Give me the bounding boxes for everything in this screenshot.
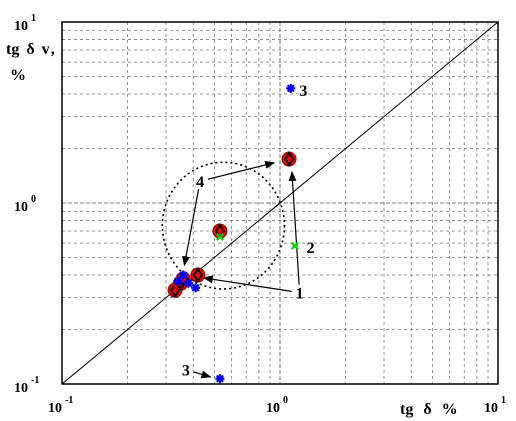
data-point-x	[215, 232, 224, 241]
data-point-diamond	[283, 151, 295, 167]
data-point-star	[183, 278, 193, 288]
annotation-label: 1	[296, 286, 304, 303]
y-axis-label-part: δ	[26, 41, 34, 58]
data-point-star	[178, 270, 188, 280]
data-points	[167, 83, 299, 384]
data-point-x	[290, 241, 299, 250]
x-axis-label: tg δ%	[400, 401, 458, 418]
annotation-arrow	[182, 188, 200, 267]
plot-area-frame	[61, 21, 499, 385]
x-tick-exponent: 0	[283, 395, 288, 406]
data-point-star	[286, 83, 296, 93]
x-tick-exponent: 1	[501, 395, 506, 406]
data-point-star	[215, 374, 225, 384]
annotation-arrow	[193, 370, 212, 379]
x-axis-label-part: %	[442, 401, 458, 418]
y-axis-label-line-1: tg δ v,	[6, 41, 55, 58]
annotation-arrow	[207, 161, 276, 180]
data-point-star	[173, 276, 183, 286]
x-tick-label: 10	[48, 401, 62, 416]
x-tick-label: 10	[266, 401, 280, 416]
y-tick-label: 10	[14, 200, 28, 215]
y-axis-label-part: ,	[51, 41, 55, 58]
annotation-arrow	[202, 275, 292, 292]
annotation-label: 4	[196, 174, 204, 191]
y-tick-label: 10	[14, 381, 28, 396]
y-axis-label-part: v	[42, 41, 50, 58]
annotations: 1 2 3 3 4	[182, 83, 315, 379]
y-axis-label-part: tg	[6, 41, 19, 58]
x-tick-label: 10	[484, 401, 498, 416]
axis-labels: tg δ %tg δ v,%	[6, 41, 458, 418]
x-tick-exponent: -1	[65, 395, 73, 406]
dotted-ellipse	[161, 161, 286, 290]
y-tick-label: 10	[14, 19, 28, 34]
x-axis-label-part: δ	[423, 401, 431, 418]
y-tick-exponent: -1	[31, 375, 39, 386]
annotation-arrow	[288, 171, 300, 285]
data-point-diamond	[192, 267, 204, 283]
y-tick-exponent: 1	[31, 13, 36, 24]
dotted-ellipse-outline	[161, 161, 286, 290]
annotation-label: 3	[182, 363, 190, 380]
data-point-star	[191, 283, 201, 293]
annotation-label: 3	[299, 83, 307, 100]
y-axis-label-line-2: %	[10, 67, 26, 84]
annotation-label: 2	[306, 240, 314, 257]
x-axis-label-part: tg	[400, 401, 413, 418]
y-tick-exponent: 0	[31, 194, 36, 205]
